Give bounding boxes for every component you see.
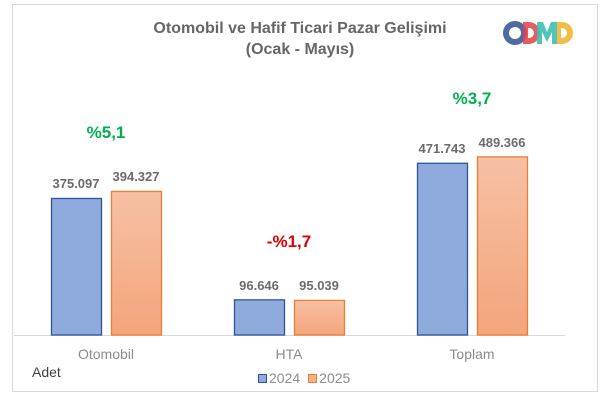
change-label: %3,7 <box>452 88 492 108</box>
title-line: Otomobil ve Hafif Ticari Pazar Gelişimi <box>153 20 447 37</box>
data-label: 96.646 <box>239 277 279 293</box>
legend-swatch <box>258 373 267 383</box>
legend: 2024 2025 <box>258 370 350 386</box>
logo-letter-shape <box>523 22 540 44</box>
odmd-logo <box>503 21 573 45</box>
data-label: 489.366 <box>478 134 526 150</box>
category-label: HTA <box>275 346 303 362</box>
change-label: -%1,7 <box>266 231 312 251</box>
chart-title: Otomobil ve Hafif Ticari Pazar Gelişimi … <box>100 18 500 60</box>
data-label: 471.743 <box>418 141 466 157</box>
change-label: %5,1 <box>86 123 126 143</box>
data-label: 95.039 <box>299 278 339 294</box>
bar-toplam-2024 <box>416 162 469 336</box>
bar-hta-2025 <box>293 299 346 336</box>
category-label: Otomobil <box>77 346 135 362</box>
logo-letter-shape <box>537 22 557 44</box>
bar-hta-2024 <box>233 299 286 336</box>
legend-label: 2025 <box>319 370 351 386</box>
data-label: 394.327 <box>112 169 160 185</box>
data-label: 375.097 <box>52 176 100 192</box>
category-label: Toplam <box>449 346 495 362</box>
unit-label: Adet <box>32 364 61 380</box>
legend-item-2024: 2024 <box>258 370 300 386</box>
bar-otomobil-2025 <box>110 190 163 336</box>
subtitle-line: (Ocak - Mayıs) <box>245 41 355 58</box>
legend-label: 2024 <box>269 370 301 386</box>
legend-item-2025: 2025 <box>308 370 350 386</box>
chart-frame <box>12 4 598 392</box>
bar-toplam-2025 <box>476 156 529 336</box>
bar-otomobil-2024 <box>50 197 103 336</box>
logo-letter-shape <box>557 22 573 44</box>
legend-swatch <box>308 373 318 383</box>
